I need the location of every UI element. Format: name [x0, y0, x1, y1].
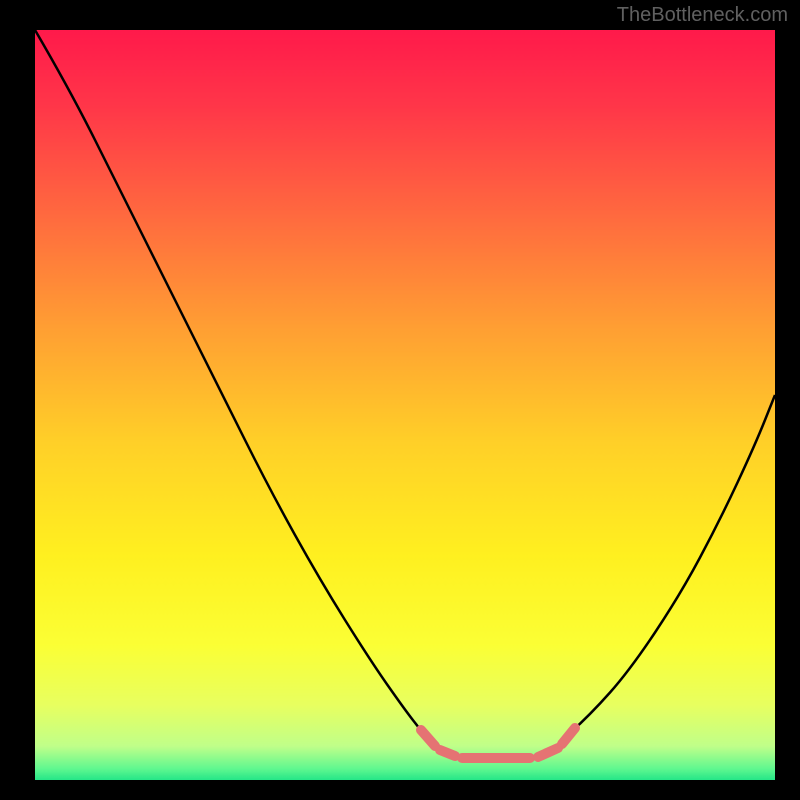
- curve-left: [35, 30, 423, 733]
- plot-area: [35, 30, 775, 780]
- highlight-segment-4: [562, 728, 575, 744]
- curve-right: [570, 395, 775, 733]
- watermark-text: TheBottleneck.com: [617, 4, 788, 27]
- highlight-segment-1: [440, 750, 455, 756]
- highlight-segment-3: [538, 748, 558, 757]
- highlight-segment-0: [421, 730, 435, 746]
- curve-overlay: [35, 30, 775, 780]
